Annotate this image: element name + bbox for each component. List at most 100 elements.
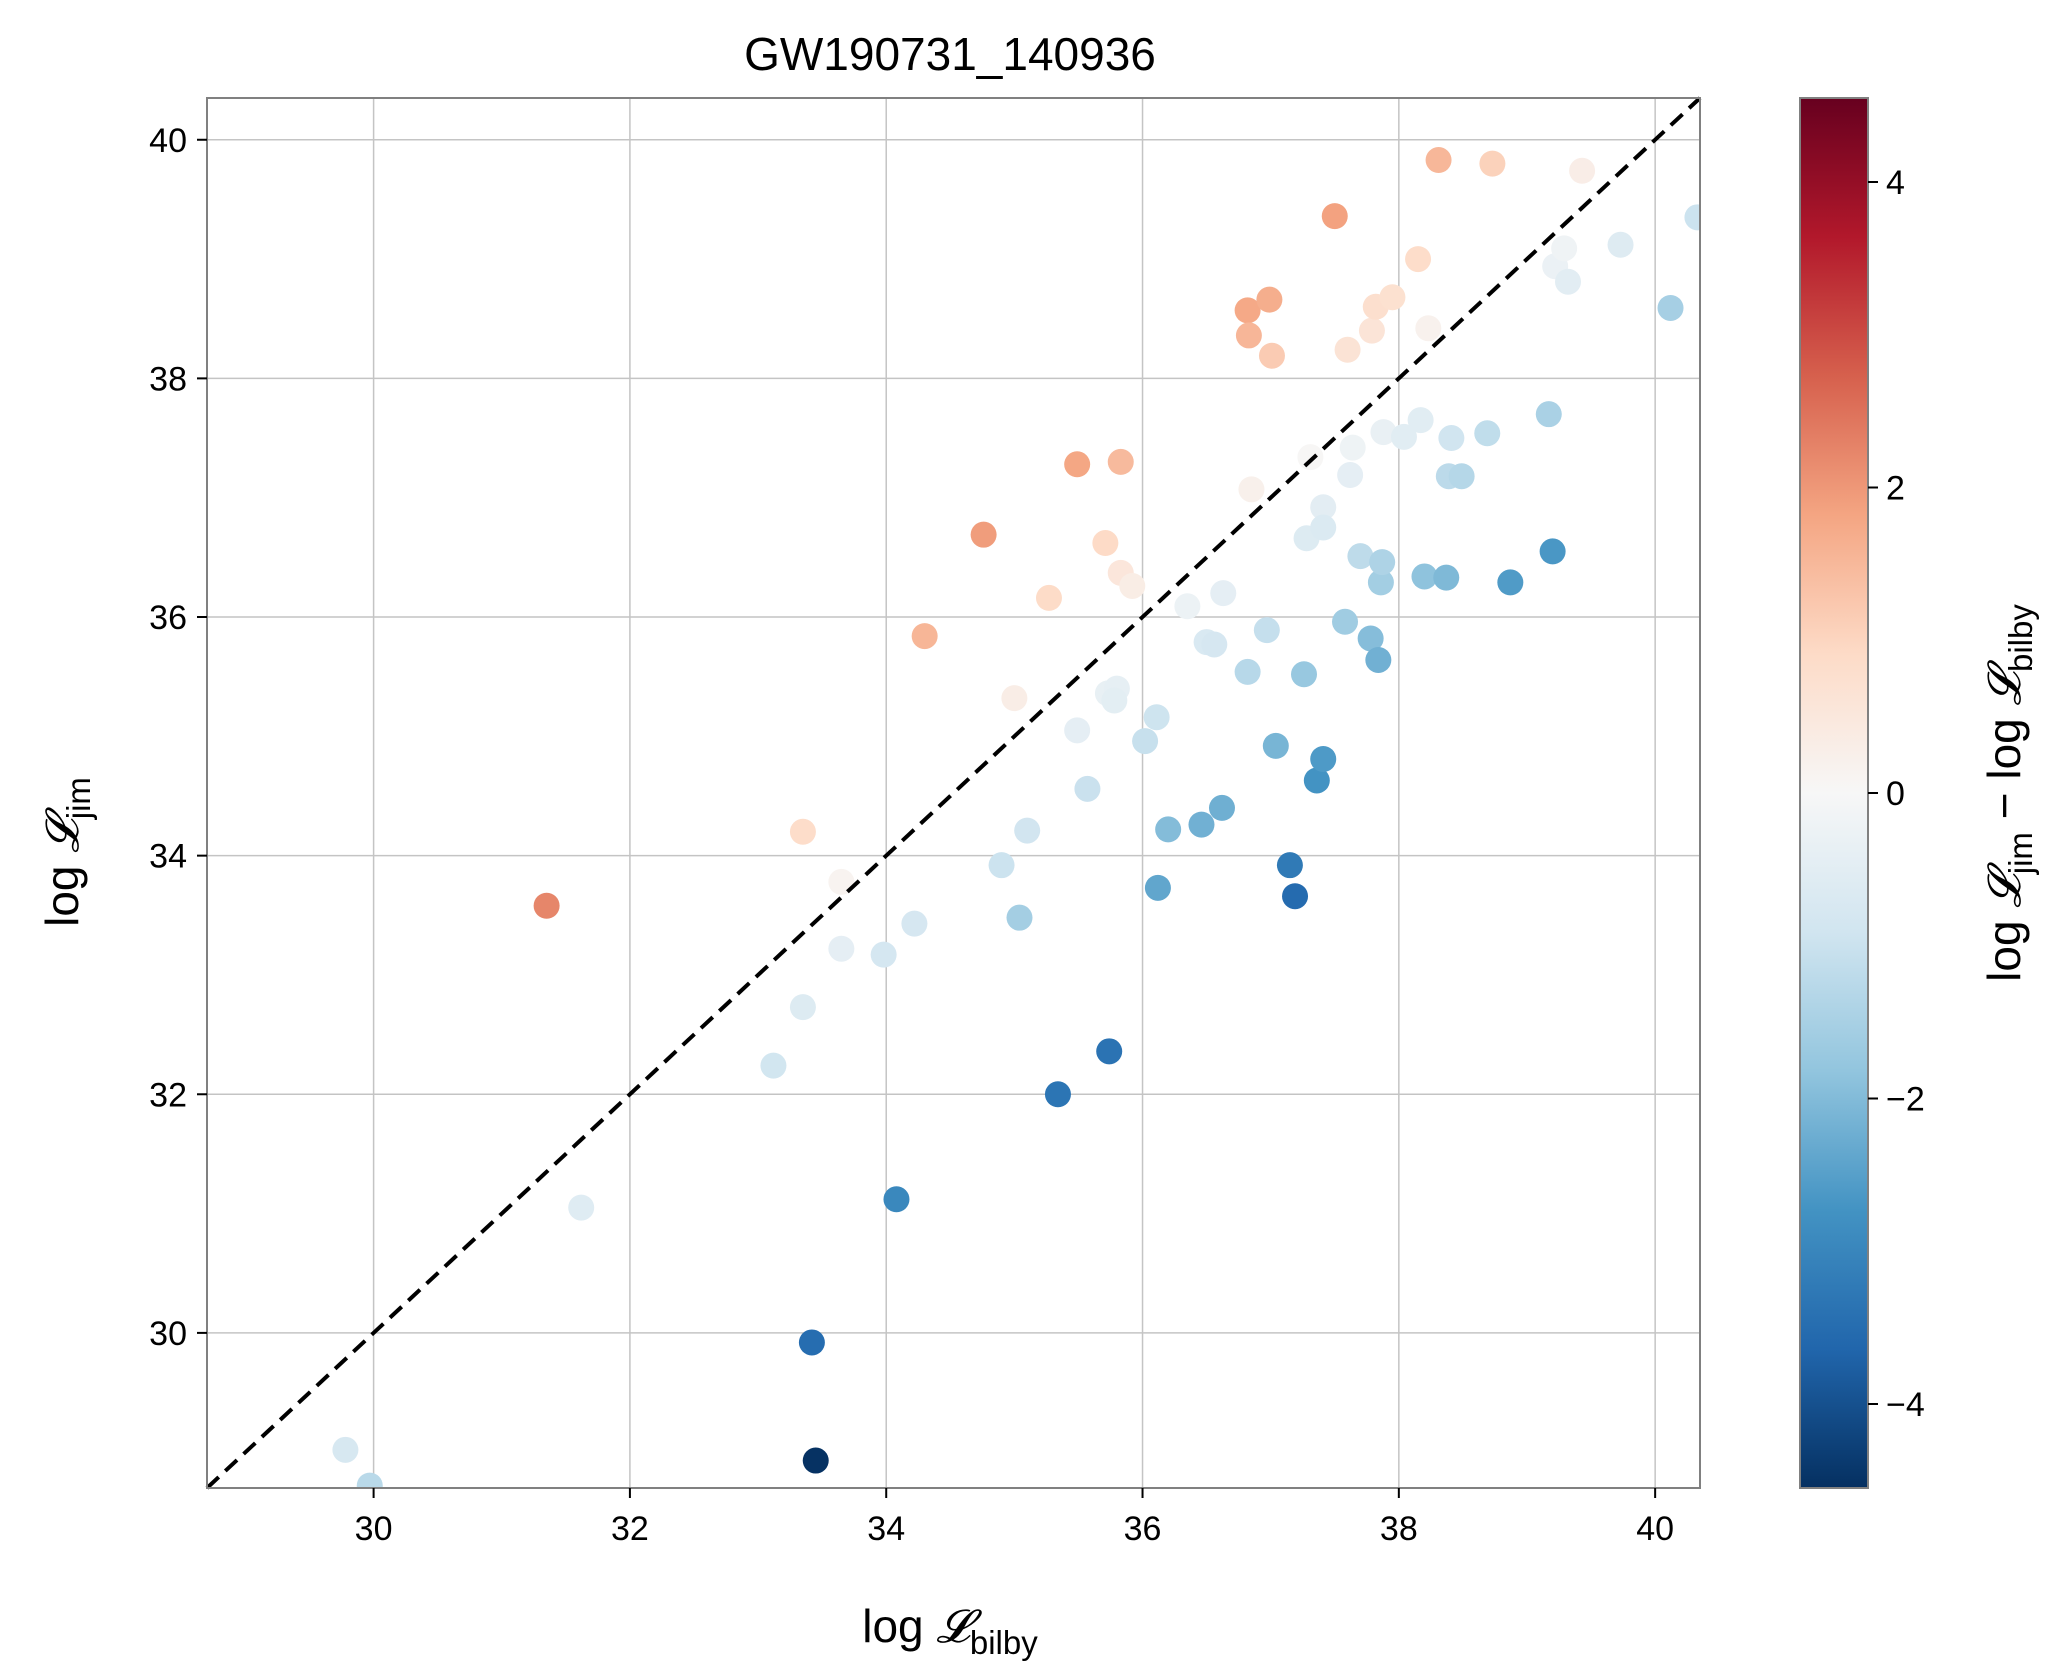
scatter-point <box>1074 775 1101 802</box>
scatter-point <box>1379 284 1406 311</box>
scatter-point <box>802 1447 829 1474</box>
scatter-point <box>1064 717 1091 744</box>
scatter-point <box>1337 462 1364 489</box>
scatter-point <box>1433 564 1460 591</box>
y-axis-ticks: 30 32 34 36 38 40 <box>149 122 207 1353</box>
plot-frame <box>206 97 1701 1489</box>
scatter-point <box>1357 625 1384 652</box>
scatter-point <box>1143 704 1170 731</box>
scatter-point <box>1210 580 1237 607</box>
scatter-point <box>356 1472 383 1488</box>
scatter-point <box>1119 572 1146 599</box>
scatter-point <box>1035 584 1062 611</box>
scatter-point <box>1101 687 1128 714</box>
scatter-point <box>332 1436 359 1463</box>
scatter-point <box>1235 322 1262 349</box>
scatter-point <box>1276 852 1303 879</box>
scatter-point <box>1407 407 1434 434</box>
scatter-point <box>1539 538 1566 565</box>
scatter-point <box>1238 476 1265 503</box>
scatter-point <box>1174 593 1201 620</box>
scatter-point <box>1064 451 1091 478</box>
scatter-point <box>1282 883 1309 910</box>
scatter-point <box>828 935 855 962</box>
scatter-point <box>1014 817 1041 844</box>
colorbar-tick-label: 4 <box>1886 164 1905 202</box>
scatter-point <box>1425 147 1452 174</box>
scatter-point <box>1044 1081 1071 1108</box>
scatter-point <box>1569 157 1596 184</box>
x-tick-label: 34 <box>867 1510 905 1548</box>
scatter-point <box>1347 543 1374 570</box>
scatter-point <box>1479 150 1506 177</box>
scatter-point <box>1405 246 1432 273</box>
scatter-point <box>1258 342 1285 369</box>
scatter-point <box>1256 286 1283 313</box>
scatter-point <box>1107 448 1134 475</box>
scatter-point <box>1291 661 1318 688</box>
scatter-point <box>1001 685 1028 712</box>
chart-title: GW190731_140936 <box>744 28 1156 80</box>
y-tick-label: 40 <box>149 122 187 160</box>
scatter-point <box>789 818 816 845</box>
scatter-point <box>1367 569 1394 596</box>
colorbar-tick-label: 0 <box>1886 775 1905 813</box>
colorbar-tick-label: −2 <box>1886 1080 1925 1118</box>
y-axis-label: log 𝓛jim <box>35 777 97 927</box>
scatter-point <box>1234 658 1261 685</box>
scatter-point <box>1321 203 1348 230</box>
scatter-point <box>789 994 816 1021</box>
scatter-point <box>1358 317 1385 344</box>
scatter-point <box>1155 816 1182 843</box>
scatter-point <box>1365 646 1392 673</box>
scatter-point <box>1474 420 1501 447</box>
x-tick-label: 38 <box>1380 1510 1418 1548</box>
x-axis-ticks: 30 32 34 36 38 40 <box>355 1488 1674 1548</box>
scatter-point <box>1390 423 1417 450</box>
scatter-point <box>1370 419 1397 446</box>
y-tick-label: 32 <box>149 1076 187 1114</box>
x-tick-label: 36 <box>1124 1510 1162 1548</box>
x-axis-label: log 𝓛bilby <box>862 1599 1038 1661</box>
scatter-point <box>1334 336 1361 363</box>
scatter-point <box>1310 745 1337 772</box>
scatter-point <box>1208 794 1235 821</box>
scatter-point <box>1411 563 1438 590</box>
scatter-point <box>870 941 897 968</box>
scatter-point <box>883 1186 910 1213</box>
scatter-point <box>1339 434 1366 461</box>
scatter-point <box>1607 231 1634 258</box>
y-tick-label: 34 <box>149 838 187 876</box>
scatter-point <box>1310 494 1337 521</box>
scatter-point <box>1555 268 1582 295</box>
identity-reference-line <box>205 96 1702 1490</box>
scatter-point <box>1188 811 1215 838</box>
scatter-point <box>1297 444 1324 471</box>
scatter-point <box>1006 904 1033 931</box>
colorbar-ticks: −4 −2 0 2 4 <box>1868 164 1925 1424</box>
scatter-point <box>1684 204 1700 231</box>
scatter-point <box>798 1329 825 1356</box>
scatter-points <box>332 147 1700 1488</box>
scatter-point <box>1132 728 1159 755</box>
scatter-point <box>1253 617 1280 644</box>
scatter-point <box>1234 297 1261 324</box>
scatter-point <box>1448 463 1475 490</box>
scatter-point <box>1144 874 1171 901</box>
scatter-point <box>533 892 560 919</box>
scatter-point <box>1535 401 1562 428</box>
scatter-point <box>1310 514 1337 541</box>
scatter-point <box>1438 425 1465 452</box>
scatter-point <box>1551 235 1578 262</box>
scatter-point <box>911 623 938 650</box>
x-tick-label: 32 <box>611 1510 649 1548</box>
scatter-point <box>1096 1038 1123 1065</box>
colorbar-label: log 𝓛jim − log 𝓛bilby <box>1977 604 2039 982</box>
y-tick-label: 30 <box>149 1315 187 1353</box>
scatter-point <box>1497 569 1524 596</box>
scatter-point <box>1415 315 1442 342</box>
scatter-point <box>1262 732 1289 759</box>
scatter-point <box>1332 608 1359 635</box>
scatter-point <box>988 852 1015 879</box>
